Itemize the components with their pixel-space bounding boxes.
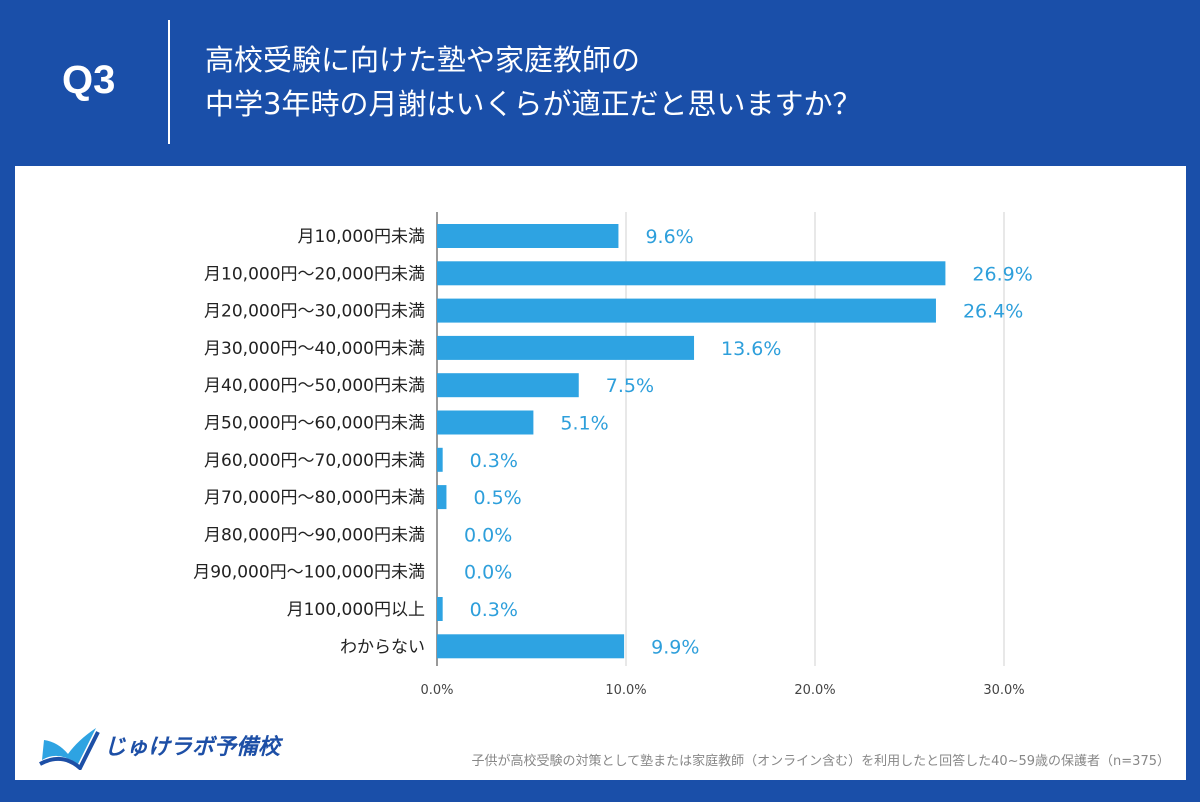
bar	[437, 597, 443, 621]
category-label: 月10,000円未満	[298, 227, 425, 247]
category-label: 月70,000円〜80,000円未満	[204, 488, 425, 508]
category-label: 月100,000円以上	[287, 600, 425, 620]
category-label: 月90,000円〜100,000円未満	[193, 563, 425, 583]
category-label: 月20,000円〜30,000円未満	[204, 302, 425, 322]
bar	[437, 410, 534, 435]
data-label: 5.1%	[560, 413, 608, 435]
category-label: 月60,000円〜70,000円未満	[204, 451, 425, 471]
bar	[437, 298, 936, 323]
data-label: 26.4%	[963, 301, 1023, 323]
data-label: 9.9%	[651, 636, 699, 658]
data-label: 9.6%	[645, 226, 693, 248]
bar	[437, 634, 625, 659]
data-label: 0.0%	[464, 562, 512, 584]
page-title: 高校受験に向けた塾や家庭教師の中学3年時の月謝はいくらが適正だと思いますか？	[205, 38, 861, 126]
category-label: わからない	[340, 637, 425, 657]
bar	[437, 447, 443, 472]
category-label: 月50,000円〜60,000円未満	[204, 414, 425, 434]
bar	[437, 485, 447, 510]
logo-text: じゅけラボ予備校	[104, 735, 281, 760]
category-label: 月40,000円〜50,000円未満	[204, 376, 425, 396]
data-label: 0.5%	[473, 487, 521, 509]
data-label: 7.5%	[606, 375, 654, 397]
bar	[437, 224, 619, 248]
x-tick-label: 30.0%	[983, 683, 1024, 698]
data-label: 0.0%	[464, 524, 512, 546]
category-label: 月30,000円〜40,000円未満	[204, 339, 425, 359]
divider	[168, 20, 170, 144]
title-line-2: 中学3年時の月謝はいくらが適正だと思いますか？	[205, 87, 862, 121]
category-label: 月80,000円〜90,000円未満	[204, 525, 425, 545]
x-tick-label: 20.0%	[794, 683, 835, 698]
logo: じゅけラボ予備校	[38, 720, 280, 770]
data-label: 26.9%	[972, 263, 1032, 285]
bar	[437, 335, 695, 360]
title-line-1: 高校受験に向けた塾や家庭教師の	[205, 43, 641, 77]
bar	[437, 373, 579, 398]
book-logo-icon	[39, 728, 100, 770]
data-label: 0.3%	[470, 599, 518, 621]
data-label: 0.3%	[470, 450, 518, 472]
x-tick-label: 10.0%	[605, 683, 646, 698]
category-label: 月10,000円〜20,000円未満	[204, 264, 425, 284]
x-tick-label: 0.0%	[420, 683, 453, 698]
bar	[437, 261, 946, 286]
sample-note: 子供が高校受験の対策として塾または家庭教師（オンライン含む）を利用したと回答した…	[471, 754, 1170, 769]
question-number: Q3	[62, 58, 116, 102]
data-label: 13.6%	[721, 338, 781, 360]
